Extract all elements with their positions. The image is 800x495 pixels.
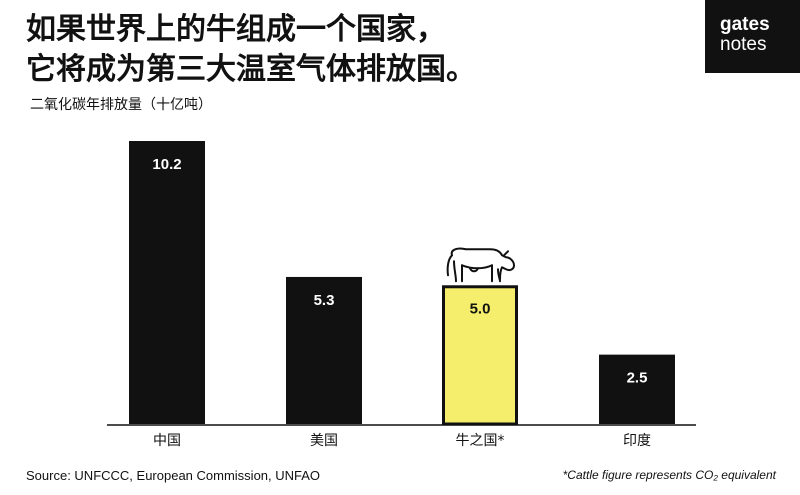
logo-line-2: notes [720,34,767,55]
cow-icon-stroke-3 [461,264,493,270]
category-label-1: 美国 [310,433,338,449]
bar-3 [599,354,675,424]
logo-line-1: gates [720,14,770,35]
footnote: *Cattle figure represents CO₂ equivalent [562,468,776,482]
cow-icon-stroke-0 [450,247,515,281]
bar-2 [442,285,518,426]
title-line-1: 如果世界上的牛组成一个国家， [26,12,446,47]
category-label-3: 印度 [623,433,651,449]
bar-1 [286,276,362,424]
cow-icon-stroke-6 [503,250,509,257]
bar-value-label-2: 5.0 [470,300,491,317]
y-axis-unit-label: 二氧化碳年排放量（十亿吨） [30,97,212,113]
title-line-2: 它将成为第三大温室气体排放国。 [26,52,476,87]
cow-icon-stroke-2 [453,260,463,283]
source-note: Source: UNFCCC, European Commission, UNF… [26,468,321,483]
bar-0 [129,141,205,424]
cow-icon-stroke-4 [491,264,501,283]
bar-value-label-1: 5.3 [314,292,335,309]
category-label-0: 中国 [153,433,181,449]
chart-title: 如果世界上的牛组成一个国家， 它将成为第三大温室气体排放国。 [26,10,686,90]
gates-notes-logo[interactable]: gates notes [705,0,800,73]
category-label-2: 牛之国* [456,433,505,449]
cow-icon-stroke-1 [446,254,453,277]
bar-value-label-0: 10.2 [152,156,181,173]
bar-value-label-3: 2.5 [627,370,648,387]
cow-icon-stroke-5 [469,267,479,273]
cow-icon [446,247,515,283]
